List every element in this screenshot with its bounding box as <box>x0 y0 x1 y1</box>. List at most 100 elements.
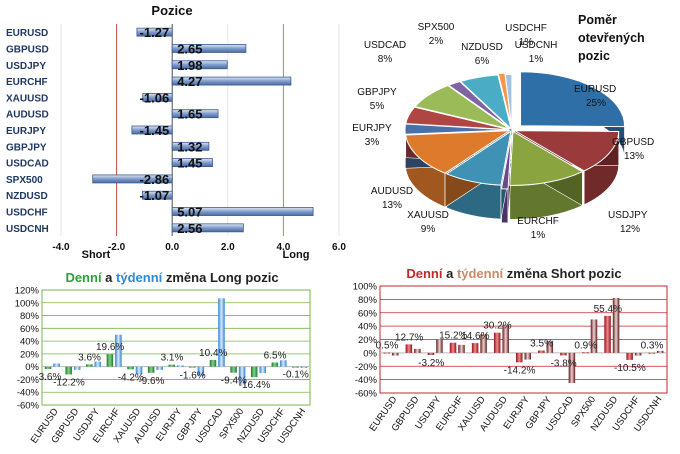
short-change-title: Denní a týdenní změna Short pozic <box>406 266 621 281</box>
y-tick-label: -20% <box>355 362 378 373</box>
x-tick-label: 4.0 <box>276 242 290 253</box>
change-bar <box>656 350 664 353</box>
pie-label-pct: 25% <box>586 98 606 109</box>
change-bar <box>218 298 225 367</box>
change-bar <box>209 360 217 367</box>
pie-label-name: EURJPY <box>352 123 392 134</box>
category-label: AUDUSD <box>6 110 49 121</box>
short-marker-label: Short <box>82 249 111 261</box>
change-bar <box>300 366 308 368</box>
change-bar <box>648 352 655 354</box>
data-label: -9.6% <box>138 376 164 387</box>
pie-slice <box>520 71 626 128</box>
change-bar <box>147 366 155 373</box>
title-part: změna Short pozic <box>503 266 621 281</box>
y-tick-label: 60% <box>358 308 378 319</box>
pie-label-pct: 9% <box>421 224 436 235</box>
y-tick-label: 100% <box>353 282 378 293</box>
change-bar <box>94 361 102 367</box>
change-bar <box>436 339 443 353</box>
y-tick-label: 120% <box>15 286 40 297</box>
data-label: -10.5% <box>614 363 646 374</box>
plot-frame <box>41 289 311 406</box>
change-bar <box>590 319 598 353</box>
data-label: -9.4% <box>221 376 247 387</box>
positions-bars <box>92 27 314 233</box>
data-label: 15.2% <box>439 331 467 342</box>
data-label: 30.2% <box>483 321 511 332</box>
y-tick-label: 0% <box>363 348 377 359</box>
change-bar <box>634 352 642 356</box>
change-bar <box>458 344 465 353</box>
short-change-category-labels: EURUSDGBPUSDUSDJPYEURCHFXAUUSDAUDUSDEURJ… <box>367 394 664 434</box>
value-label: -2.86 <box>140 172 170 187</box>
positions-category-labels: EURUSD GBPUSD USDJPY EURCHF XAUUSD AUDUSD EURJ… <box>6 28 49 235</box>
category-label: SPX500 <box>6 175 43 186</box>
data-label: -4.2% <box>118 372 144 383</box>
data-label: 19.6% <box>96 342 124 353</box>
y-tick-label: -60% <box>17 401 40 412</box>
change-bar <box>502 324 509 353</box>
pie-label-pct: 1% <box>519 37 534 48</box>
title-part: změna Long pozic <box>162 270 278 285</box>
data-label: 3.6% <box>78 352 101 363</box>
short-change-data-labels: 0.5%12.7% -3.2% 15.2%14.6%30.2% -14.2% 3.5% -… <box>376 304 664 377</box>
long-change-grid: 120%100% 80% 60% 40%20% 0% -20% -40% -60% <box>15 286 311 412</box>
pie-slices <box>404 71 626 190</box>
change-bar <box>177 365 184 367</box>
y-tick-label: 40% <box>358 322 378 333</box>
data-label: 10.4% <box>199 348 227 359</box>
category-label: XAUUSD <box>6 93 48 104</box>
change-bar <box>582 352 589 354</box>
pie-label-name: USDCHF <box>505 23 547 34</box>
pie-slice <box>504 74 513 129</box>
category-label: GBPJPY <box>6 142 47 153</box>
change-bar <box>480 334 487 353</box>
pie-title-line: pozic <box>578 49 610 63</box>
change-bar <box>471 343 479 353</box>
y-tick-label: -60% <box>355 389 378 400</box>
pie-slice <box>509 130 584 186</box>
y-tick-label: 100% <box>15 298 40 309</box>
y-tick-label: 40% <box>20 337 40 348</box>
pie-slice <box>459 74 512 131</box>
change-bar <box>106 354 114 367</box>
pie-label-pct: 13% <box>624 151 644 162</box>
title-part: Denní <box>406 266 443 281</box>
change-bar <box>405 344 413 353</box>
position-bar <box>142 92 173 102</box>
data-label: -3.8% <box>551 358 577 369</box>
y-tick-label: -40% <box>17 388 40 399</box>
change-bar <box>271 362 279 367</box>
change-bar <box>392 352 399 356</box>
data-label: -14.2% <box>504 365 536 376</box>
position-bar <box>171 223 244 233</box>
x-tick-label: -4.0 <box>52 242 70 253</box>
x-tick-label: 2.0 <box>221 242 235 253</box>
y-tick-label: 20% <box>358 335 378 346</box>
position-bar <box>142 190 173 200</box>
change-bar <box>73 366 81 370</box>
change-bar <box>168 364 175 367</box>
position-bar <box>171 158 213 168</box>
pie-slice <box>414 85 510 130</box>
change-bar <box>86 364 93 367</box>
change-bar <box>612 298 620 353</box>
change-bar <box>65 366 72 375</box>
y-tick-label: 80% <box>358 295 378 306</box>
category-label: EURJPY <box>6 126 46 137</box>
change-bar <box>427 352 435 356</box>
data-label: 0.9% <box>574 340 597 351</box>
data-label: 14.6% <box>461 331 489 342</box>
position-bar <box>171 44 247 53</box>
pie-label-name: AUDUSD <box>371 186 413 197</box>
positions-x-ticks: -4.0 -2.0 0.0 2.0 4.0 6.0 <box>52 242 346 253</box>
positions-chart-title: Pozice <box>151 3 192 18</box>
y-tick-label: 60% <box>20 324 40 335</box>
title-part: a <box>102 270 116 285</box>
pie-title-line: Poměr <box>578 13 617 27</box>
title-part: a <box>442 266 456 281</box>
change-bar <box>538 350 545 353</box>
category-label: USDCNH <box>6 224 49 235</box>
data-label: -0.1% <box>283 370 309 381</box>
